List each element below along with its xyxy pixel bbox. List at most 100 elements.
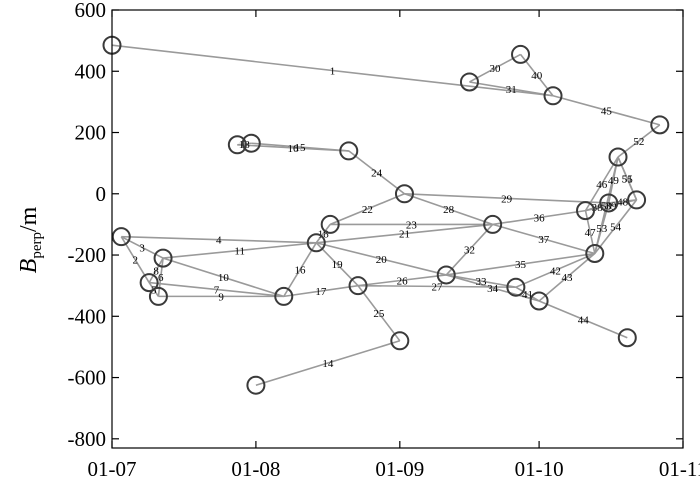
edge-label: 31 [506, 84, 517, 96]
acquisition-node [274, 286, 294, 306]
acquisition-node [543, 86, 563, 106]
edge-label: 30 [489, 63, 501, 75]
baseline-edge [469, 53, 521, 83]
acquisition-node [459, 72, 479, 92]
acquisition-node [608, 147, 628, 167]
edge-label: 16 [295, 265, 307, 277]
edge-label: 36 [534, 213, 546, 225]
plot-frame [111, 9, 684, 449]
acquisition-node [320, 214, 340, 234]
y-tick-label: -800 [68, 427, 107, 451]
y-axis-title-unit: /m [16, 206, 42, 232]
acquisition-node [241, 133, 261, 153]
x-tick-label: 01-08 [231, 457, 280, 480]
edge-label: 6 [158, 272, 164, 284]
edge-label: 20 [376, 254, 388, 266]
baseline-edge [357, 285, 401, 342]
edge-label: 25 [373, 308, 385, 320]
baseline-edge [445, 223, 494, 276]
baseline-edge [492, 209, 586, 226]
edge-label: 9 [218, 291, 224, 303]
edge-label: 28 [443, 204, 455, 216]
edge-label: 34 [487, 283, 499, 295]
acquisition-node [306, 233, 326, 253]
x-tick-label: 01-07 [88, 457, 137, 480]
edge-label: 50 [601, 200, 613, 212]
edge-label: 26 [397, 275, 409, 287]
baseline-edge [538, 300, 628, 339]
edge-label: 17 [315, 286, 327, 298]
y-axis-title-main: B [16, 258, 42, 273]
baseline-edge [446, 274, 540, 302]
baseline-edge [121, 235, 317, 244]
edge-label: 33 [476, 276, 488, 288]
edge-label: 23 [406, 219, 418, 231]
acquisition-node [617, 328, 637, 348]
acquisition-node [153, 248, 173, 268]
edge-label: 39 [606, 200, 618, 212]
y-tick-label: -200 [68, 243, 107, 267]
acquisition-node [483, 214, 503, 234]
baseline-edge [404, 193, 493, 226]
baseline-edge [594, 199, 638, 254]
baseline-edge [584, 156, 619, 212]
acquisition-node [148, 286, 168, 306]
baseline-edge [446, 252, 595, 276]
y-tick-label: 200 [75, 121, 107, 145]
baseline-edge [111, 44, 554, 97]
edge-label: 55 [622, 173, 634, 185]
acquisition-node [111, 227, 131, 247]
y-axis-title: Bperp/m [16, 206, 45, 273]
baseline-edge [148, 257, 164, 283]
acquisition-node [576, 201, 596, 221]
axes-layer: 600 400 200 0 -200 -400 -600 -800 01-07 01-08 01-0… [68, 0, 700, 480]
baseline-edge [237, 143, 349, 152]
baseline-edge [315, 223, 331, 244]
baseline-edge [316, 242, 447, 276]
y-tick-label: 400 [75, 59, 107, 83]
baseline-edge [162, 257, 285, 298]
baseline-edge [255, 340, 401, 386]
edge-label: 7 [214, 284, 220, 296]
baseline-edge [552, 94, 660, 126]
edge-label: 15 [295, 142, 307, 154]
baseline-edge [162, 241, 317, 259]
acquisition-node [139, 273, 159, 293]
baseline-edge [283, 242, 317, 297]
y-tick-label: -600 [68, 366, 107, 390]
edge-label: 21 [399, 229, 410, 241]
edge-label: 10 [218, 272, 230, 284]
acquisition-node [227, 135, 247, 155]
y-axis-title-sub: perp [29, 232, 45, 259]
x-tick-label: 01-10 [515, 457, 564, 480]
edge-label: 37 [538, 234, 550, 246]
y-tick-label: 0 [96, 182, 107, 206]
baseline-edge [315, 242, 359, 287]
baseline-edge [584, 210, 596, 254]
baseline-edge [446, 274, 517, 288]
edge-label: 51 [622, 173, 633, 185]
edge-label: 27 [431, 281, 443, 293]
edge-label: 16 [288, 143, 300, 155]
acquisition-node [339, 141, 359, 161]
edge-label: 22 [362, 204, 373, 216]
acquisition-node [390, 331, 410, 351]
edge-label: 1 [330, 65, 336, 77]
acquisition-node [511, 44, 531, 64]
baseline-edge [329, 193, 405, 226]
edge-label: 45 [601, 105, 613, 117]
y-tick-label: -400 [68, 304, 107, 328]
acquisition-node [650, 115, 670, 135]
baseline-edge [515, 286, 540, 302]
baseline-edge [538, 252, 596, 302]
baseline-edge [316, 223, 493, 244]
edge-label: 24 [371, 167, 383, 179]
edge-label: 48 [617, 196, 629, 208]
edge-label: 2 [132, 255, 138, 267]
x-tick-label: 01-11 [659, 457, 700, 480]
baseline-edge [283, 284, 359, 298]
acquisition-node [394, 184, 414, 204]
x-tick-label: 01-09 [375, 457, 424, 480]
edge-label: 19 [332, 259, 344, 271]
